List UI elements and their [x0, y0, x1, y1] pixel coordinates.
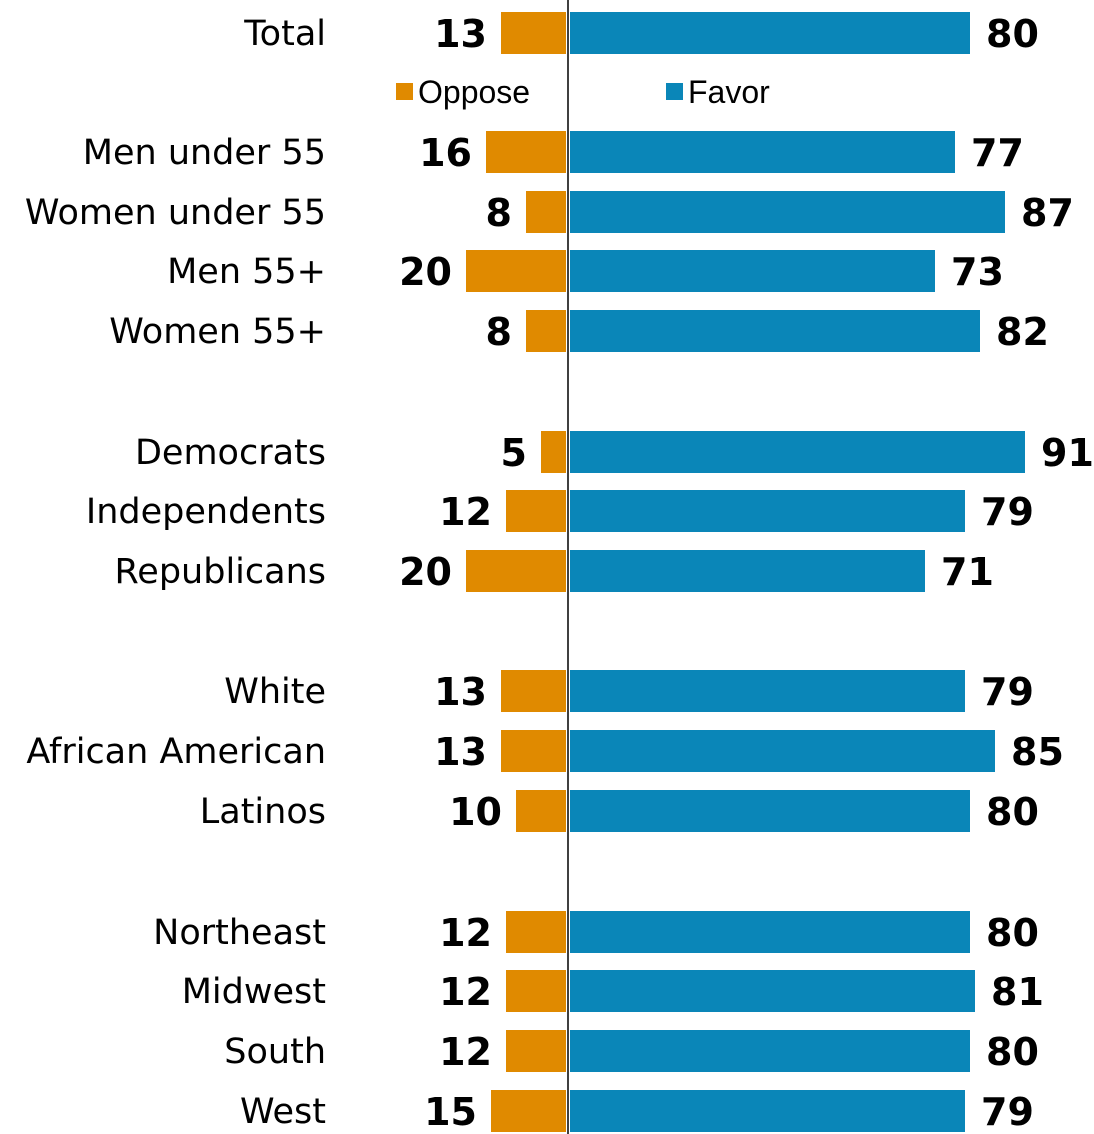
- value-label-oppose-white: 13: [434, 670, 487, 714]
- category-label-women-under-55: Women under 55: [25, 193, 326, 233]
- category-label-democrats: Democrats: [135, 433, 326, 473]
- bar-favor-south: [570, 1030, 970, 1072]
- bar-favor-democrats: [570, 431, 1025, 473]
- value-label-favor-midwest: 81: [991, 970, 1044, 1014]
- bar-favor-men-under-55: [570, 131, 955, 173]
- bar-oppose-white: [501, 670, 566, 712]
- bar-favor-men-55-: [570, 250, 935, 292]
- value-label-favor-women-55-: 82: [996, 310, 1049, 354]
- legend: Oppose Favor: [396, 74, 770, 110]
- bar-favor-republicans: [570, 550, 925, 592]
- value-label-oppose-independents: 12: [439, 490, 492, 534]
- category-label-midwest: Midwest: [182, 972, 326, 1012]
- value-label-favor-latinos: 80: [986, 790, 1039, 834]
- bar-oppose-midwest: [506, 970, 566, 1012]
- bar-oppose-men-55-: [466, 250, 566, 292]
- bar-oppose-independents: [506, 490, 566, 532]
- value-label-oppose-midwest: 12: [439, 970, 492, 1014]
- value-label-favor-white: 79: [981, 670, 1034, 714]
- legend-swatch-favor: [666, 83, 683, 100]
- value-label-favor-republicans: 71: [941, 550, 994, 594]
- bar-oppose-total: [501, 12, 566, 54]
- value-label-favor-men-55-: 73: [951, 250, 1004, 294]
- value-label-oppose-northeast: 12: [439, 911, 492, 955]
- category-label-white: White: [224, 672, 326, 712]
- legend-swatch-oppose: [396, 83, 413, 100]
- value-label-oppose-west: 15: [424, 1090, 477, 1134]
- value-label-oppose-total: 13: [434, 12, 487, 56]
- category-label-women-55-: Women 55+: [109, 312, 326, 352]
- category-label-independents: Independents: [86, 492, 326, 532]
- bar-oppose-democrats: [541, 431, 566, 473]
- bar-favor-african-american: [570, 730, 995, 772]
- bar-oppose-latinos: [516, 790, 566, 832]
- category-label-south: South: [224, 1032, 326, 1072]
- bar-oppose-women-under-55: [526, 191, 566, 233]
- bar-favor-west: [570, 1090, 965, 1132]
- bar-oppose-women-55-: [526, 310, 566, 352]
- value-label-favor-democrats: 91: [1041, 431, 1094, 475]
- value-label-favor-independents: 79: [981, 490, 1034, 534]
- bar-oppose-african-american: [501, 730, 566, 772]
- bar-favor-midwest: [570, 970, 975, 1012]
- category-label-republicans: Republicans: [115, 552, 326, 592]
- category-label-men-55-: Men 55+: [167, 252, 326, 292]
- value-label-oppose-women-55-: 8: [486, 310, 512, 354]
- bar-favor-independents: [570, 490, 965, 532]
- bar-favor-northeast: [570, 911, 970, 953]
- value-label-favor-west: 79: [981, 1090, 1034, 1134]
- category-label-west: West: [240, 1092, 326, 1132]
- value-label-oppose-women-under-55: 8: [486, 191, 512, 235]
- bar-oppose-south: [506, 1030, 566, 1072]
- value-label-oppose-republicans: 20: [399, 550, 452, 594]
- bar-oppose-west: [491, 1090, 566, 1132]
- value-label-favor-total: 80: [986, 12, 1039, 56]
- labels-layer: Total 13 80 Men under 55 16 77 Women under 55 8…: [25, 12, 1094, 1134]
- category-label-total: Total: [243, 14, 326, 54]
- legend-label-favor: Favor: [688, 74, 770, 110]
- value-label-favor-women-under-55: 87: [1021, 191, 1074, 235]
- bars-layer: [466, 12, 1025, 1132]
- value-label-oppose-latinos: 10: [449, 790, 502, 834]
- category-label-african-american: African American: [26, 732, 326, 772]
- category-label-northeast: Northeast: [153, 913, 326, 953]
- value-label-oppose-men-under-55: 16: [419, 131, 472, 175]
- category-label-latinos: Latinos: [200, 792, 326, 832]
- value-label-favor-men-under-55: 77: [971, 131, 1024, 175]
- bar-oppose-northeast: [506, 911, 566, 953]
- category-label-men-under-55: Men under 55: [83, 133, 326, 173]
- bar-oppose-men-under-55: [486, 131, 566, 173]
- value-label-oppose-african-american: 13: [434, 730, 487, 774]
- bar-favor-women-under-55: [570, 191, 1005, 233]
- value-label-oppose-democrats: 5: [501, 431, 527, 475]
- bar-favor-white: [570, 670, 965, 712]
- bar-oppose-republicans: [466, 550, 566, 592]
- value-label-oppose-south: 12: [439, 1030, 492, 1074]
- bar-favor-women-55-: [570, 310, 980, 352]
- value-label-oppose-men-55-: 20: [399, 250, 452, 294]
- value-label-favor-northeast: 80: [986, 911, 1039, 955]
- bar-favor-total: [570, 12, 970, 54]
- bar-favor-latinos: [570, 790, 970, 832]
- value-label-favor-south: 80: [986, 1030, 1039, 1074]
- legend-label-oppose: Oppose: [418, 74, 530, 110]
- value-label-favor-african-american: 85: [1011, 730, 1064, 774]
